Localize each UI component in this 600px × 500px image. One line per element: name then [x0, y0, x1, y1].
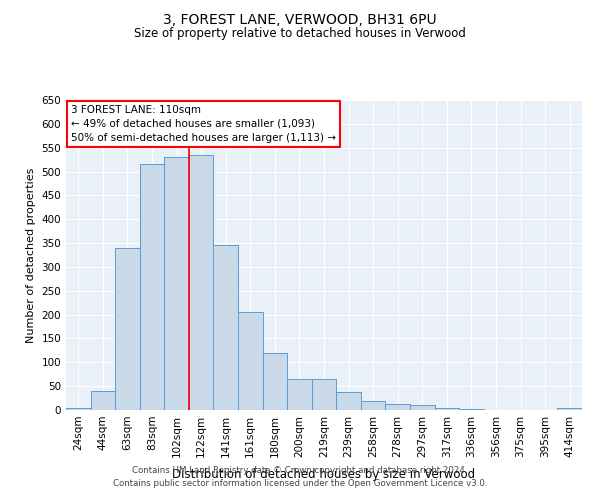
Bar	[410, 405, 434, 410]
Bar	[385, 404, 410, 410]
Text: 3, FOREST LANE, VERWOOD, BH31 6PU: 3, FOREST LANE, VERWOOD, BH31 6PU	[163, 12, 437, 26]
Bar	[459, 409, 484, 410]
Bar	[287, 379, 312, 410]
X-axis label: Distribution of detached houses by size in Verwood: Distribution of detached houses by size …	[172, 468, 476, 481]
Bar	[164, 157, 189, 410]
Bar	[361, 402, 385, 410]
Text: Size of property relative to detached houses in Verwood: Size of property relative to detached ho…	[134, 28, 466, 40]
Bar	[336, 392, 361, 410]
Bar	[66, 408, 91, 410]
Y-axis label: Number of detached properties: Number of detached properties	[26, 168, 36, 342]
Text: Contains HM Land Registry data © Crown copyright and database right 2024.
Contai: Contains HM Land Registry data © Crown c…	[113, 466, 487, 487]
Bar	[140, 164, 164, 410]
Bar	[91, 391, 115, 410]
Bar	[434, 408, 459, 410]
Bar	[557, 408, 582, 410]
Bar	[312, 379, 336, 410]
Bar	[238, 312, 263, 410]
Bar	[189, 155, 214, 410]
Bar	[263, 353, 287, 410]
Text: 3 FOREST LANE: 110sqm
← 49% of detached houses are smaller (1,093)
50% of semi-d: 3 FOREST LANE: 110sqm ← 49% of detached …	[71, 105, 336, 143]
Bar	[214, 246, 238, 410]
Bar	[115, 248, 140, 410]
